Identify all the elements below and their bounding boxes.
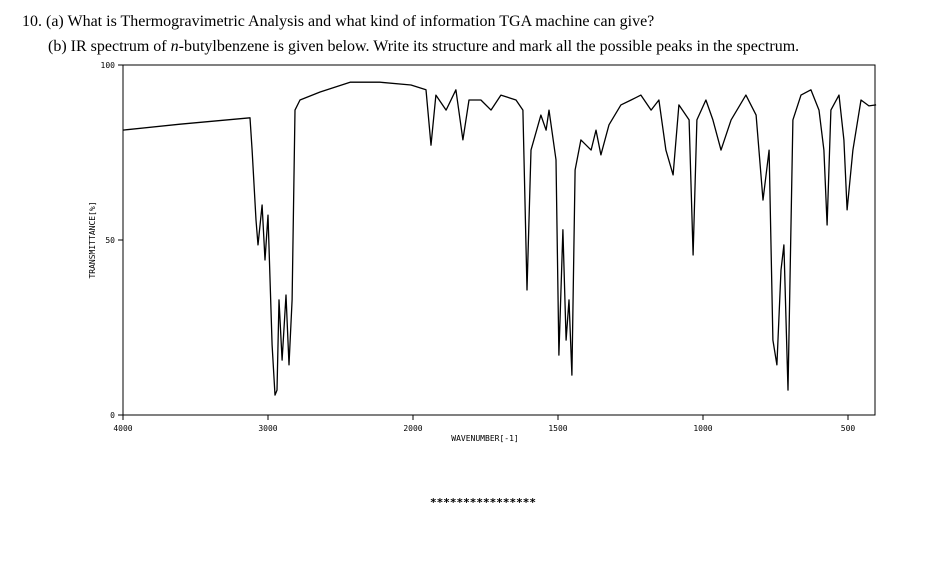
y-tick-label: 50 xyxy=(105,236,115,245)
plot-frame xyxy=(122,64,876,416)
x-tick-label: 3000 xyxy=(258,424,277,433)
question-a: 10. (a) What is Thermogravimetric Analys… xyxy=(22,13,654,30)
question-b-start: (b) IR spectrum of xyxy=(48,38,171,55)
x-tick-label: 4000 xyxy=(113,424,132,433)
footer-stars: **************** xyxy=(430,496,536,509)
question-b-italic: n xyxy=(171,38,179,55)
question-b: (b) IR spectrum of n-butylbenzene is giv… xyxy=(48,38,799,55)
x-axis-label: WAVENUMBER[-1] xyxy=(451,434,518,443)
x-tick-label: 1500 xyxy=(548,424,567,433)
y-tick-label: 100 xyxy=(101,61,116,70)
y-tick-label: 0 xyxy=(110,411,115,420)
question-b-end: -butylbenzene is given below. Write its … xyxy=(179,38,800,55)
x-tick-label: 2000 xyxy=(403,424,422,433)
x-tick-label: 500 xyxy=(841,424,856,433)
spectrum-line xyxy=(122,81,877,396)
y-axis-label: TRANSMITTANCE[%] xyxy=(88,201,97,278)
x-tick-label: 1000 xyxy=(693,424,712,433)
